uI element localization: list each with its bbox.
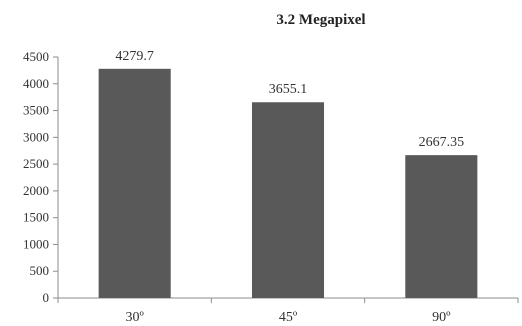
x-tick-label: 30º (125, 310, 144, 325)
y-tick-label: 0 (43, 290, 50, 305)
x-axis: 30º 45º 90º (57, 297, 519, 325)
bar (251, 102, 325, 299)
x-tick-label: 45º (279, 310, 298, 325)
bar (405, 155, 478, 298)
chart-title: 3.2 Megapixel (276, 12, 365, 28)
y-tick-label: 4000 (23, 76, 49, 91)
y-tick-label: 1500 (23, 210, 49, 225)
data-label: 4279.7 (115, 49, 154, 64)
y-tick-label: 4500 (23, 49, 49, 64)
y-axis: 0 500 1000 1500 2000 2500 3000 3500 4000 4500 (23, 49, 59, 305)
x-tick-label: 90º (432, 310, 451, 325)
y-tick-label: 1000 (23, 236, 49, 251)
y-tick-label: 2000 (23, 183, 49, 198)
bars (98, 68, 478, 299)
data-labels: 4279.7 3655.1 2667.35 (115, 49, 464, 150)
y-tick-label: 3000 (23, 129, 49, 144)
data-label: 3655.1 (269, 82, 308, 97)
y-tick-label: 500 (30, 263, 50, 278)
data-label: 2667.35 (419, 135, 465, 150)
y-tick-label: 2500 (23, 156, 49, 171)
y-tick-label: 3500 (23, 103, 49, 118)
bar (98, 68, 171, 299)
